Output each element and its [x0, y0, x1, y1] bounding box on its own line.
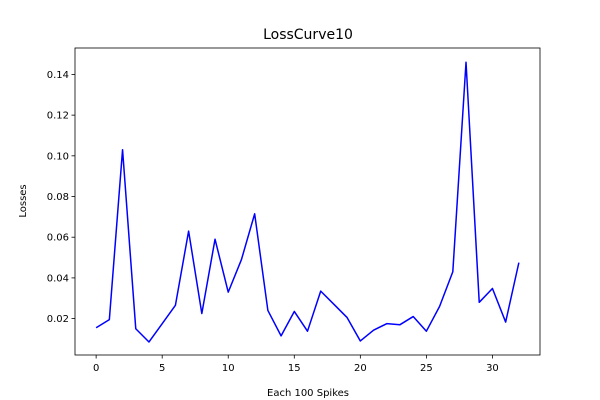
x-tick-label: 20	[354, 363, 367, 374]
plot-area	[74, 47, 541, 356]
y-axis: 0.02 0.04 0.06 0.08 0.10 0.12 0.14	[47, 70, 75, 325]
series-line	[95, 61, 520, 343]
x-tick-label: 10	[222, 363, 235, 374]
y-axis-label: Losses	[18, 184, 29, 217]
y-tick-label: 0.14	[47, 70, 69, 81]
series-layer	[95, 61, 520, 343]
x-axis: 0 5 10 15 20 25 30	[93, 355, 499, 374]
y-tick-label: 0.06	[47, 233, 69, 244]
x-tick-label: 0	[93, 363, 99, 374]
x-axis-label: Each 100 Spikes	[267, 388, 349, 399]
y-tick-label: 0.10	[47, 151, 69, 162]
y-tick-label: 0.12	[47, 111, 69, 122]
y-tick-label: 0.04	[47, 273, 69, 284]
y-tick-label: 0.08	[47, 192, 69, 203]
y-tick-label: 0.02	[47, 314, 69, 325]
x-tick-label: 25	[420, 363, 433, 374]
x-tick-label: 5	[159, 363, 165, 374]
x-tick-label: 15	[288, 363, 301, 374]
x-tick-label: 30	[486, 363, 499, 374]
chart-title: LossCurve10	[263, 27, 353, 43]
